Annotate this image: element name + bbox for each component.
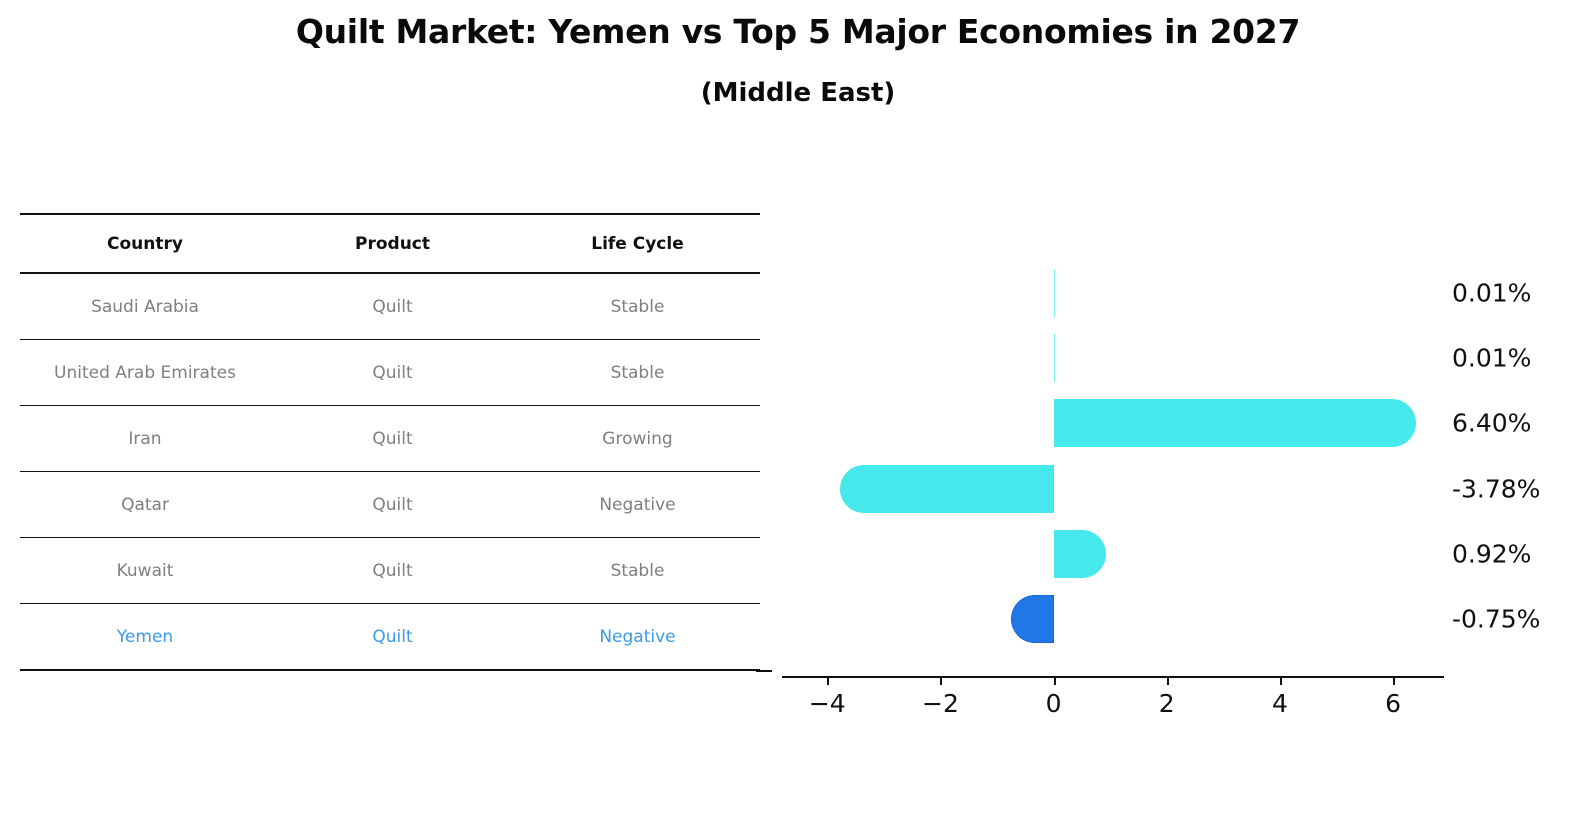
table-row: Yemen Quilt Negative xyxy=(20,604,760,669)
cell-product: Quilt xyxy=(372,626,413,647)
cell-country: Saudi Arabia xyxy=(91,296,199,317)
table-row: Saudi Arabia Quilt Stable xyxy=(20,274,760,339)
table-row-rule xyxy=(20,603,760,604)
column-header-life-cycle: Life Cycle xyxy=(591,233,684,254)
table-row-rule xyxy=(20,471,760,472)
x-axis-tick xyxy=(940,676,943,685)
bar-value-label: -3.78% xyxy=(1452,474,1541,504)
bar-value-label: 6.40% xyxy=(1452,408,1532,438)
plot-area: −4 −2 0 2 4 6 0.01% 0.01% 6.40% -3.78% 0.92% -0.75… xyxy=(756,269,1540,718)
bar-iran xyxy=(1053,399,1416,448)
table-row: Kuwait Quilt Stable xyxy=(20,538,760,603)
bar-chart: −4 −2 0 2 4 6 0.01% 0.01% 6.40% -3.78% 0.92% -0.75… xyxy=(756,269,1590,750)
x-axis-tick-label: 4 xyxy=(1271,689,1288,718)
page-subtitle: (Middle East) xyxy=(700,78,896,108)
column-header-country: Country xyxy=(107,233,183,254)
x-axis-tick xyxy=(1053,676,1056,685)
axis-left-stub xyxy=(756,670,772,672)
cell-product: Quilt xyxy=(372,494,413,515)
bar-value-label: -0.75% xyxy=(1452,604,1541,634)
cell-product: Quilt xyxy=(372,296,413,317)
x-axis-tick-label: 2 xyxy=(1158,689,1175,718)
cell-life-cycle: Stable xyxy=(610,296,665,317)
bar-value-label: 0.92% xyxy=(1452,539,1532,569)
bar-value-label: 0.01% xyxy=(1452,278,1532,308)
cell-product: Quilt xyxy=(372,560,413,581)
cell-country: Qatar xyxy=(121,494,169,515)
bar-saudi-arabia xyxy=(1053,269,1056,317)
bar-kuwait xyxy=(1053,529,1106,578)
x-axis-tick xyxy=(1393,676,1396,685)
bar-united-arab-emirates xyxy=(1053,334,1056,383)
x-axis-tick xyxy=(1166,676,1169,685)
table-row-rule xyxy=(20,405,760,406)
cell-country: Kuwait xyxy=(116,560,174,581)
bar-qatar xyxy=(839,464,1054,513)
table-top-rule xyxy=(20,213,760,215)
country-table: Country Product Life Cycle Saudi Arabia Q… xyxy=(20,213,760,671)
x-axis-tick xyxy=(827,676,830,685)
cell-product: Quilt xyxy=(372,428,413,449)
cell-country: United Arab Emirates xyxy=(54,362,236,383)
x-axis-tick xyxy=(1279,676,1282,685)
cell-life-cycle: Stable xyxy=(610,560,665,581)
table-row: United Arab Emirates Quilt Stable xyxy=(20,340,760,405)
x-axis-tick-label: 6 xyxy=(1385,689,1402,718)
cell-life-cycle: Negative xyxy=(599,626,676,647)
cell-life-cycle: Growing xyxy=(602,428,673,449)
bar-value-label: 0.01% xyxy=(1452,343,1532,373)
cell-life-cycle: Negative xyxy=(599,494,676,515)
cell-product: Quilt xyxy=(372,362,413,383)
cell-life-cycle: Stable xyxy=(610,362,665,383)
column-header-product: Product xyxy=(355,233,430,254)
table-row: Iran Quilt Growing xyxy=(20,406,760,471)
bar-yemen xyxy=(1011,595,1054,643)
page-title: Quilt Market: Yemen vs Top 5 Major Econo… xyxy=(295,12,1301,51)
table-header-row: Country Product Life Cycle xyxy=(20,215,760,272)
cell-country: Iran xyxy=(128,428,162,449)
table-row-rule xyxy=(20,339,760,340)
table-row: Qatar Quilt Negative xyxy=(20,472,760,537)
x-axis-tick-label: −4 xyxy=(808,689,846,718)
x-axis-spine xyxy=(782,676,1444,678)
table-row-rule xyxy=(20,537,760,538)
cell-country: Yemen xyxy=(116,626,174,647)
x-axis-tick-label: 0 xyxy=(1045,689,1062,718)
table-row-rule xyxy=(20,669,760,671)
x-axis-tick-label: −2 xyxy=(921,689,959,718)
table-header-rule xyxy=(20,272,760,274)
